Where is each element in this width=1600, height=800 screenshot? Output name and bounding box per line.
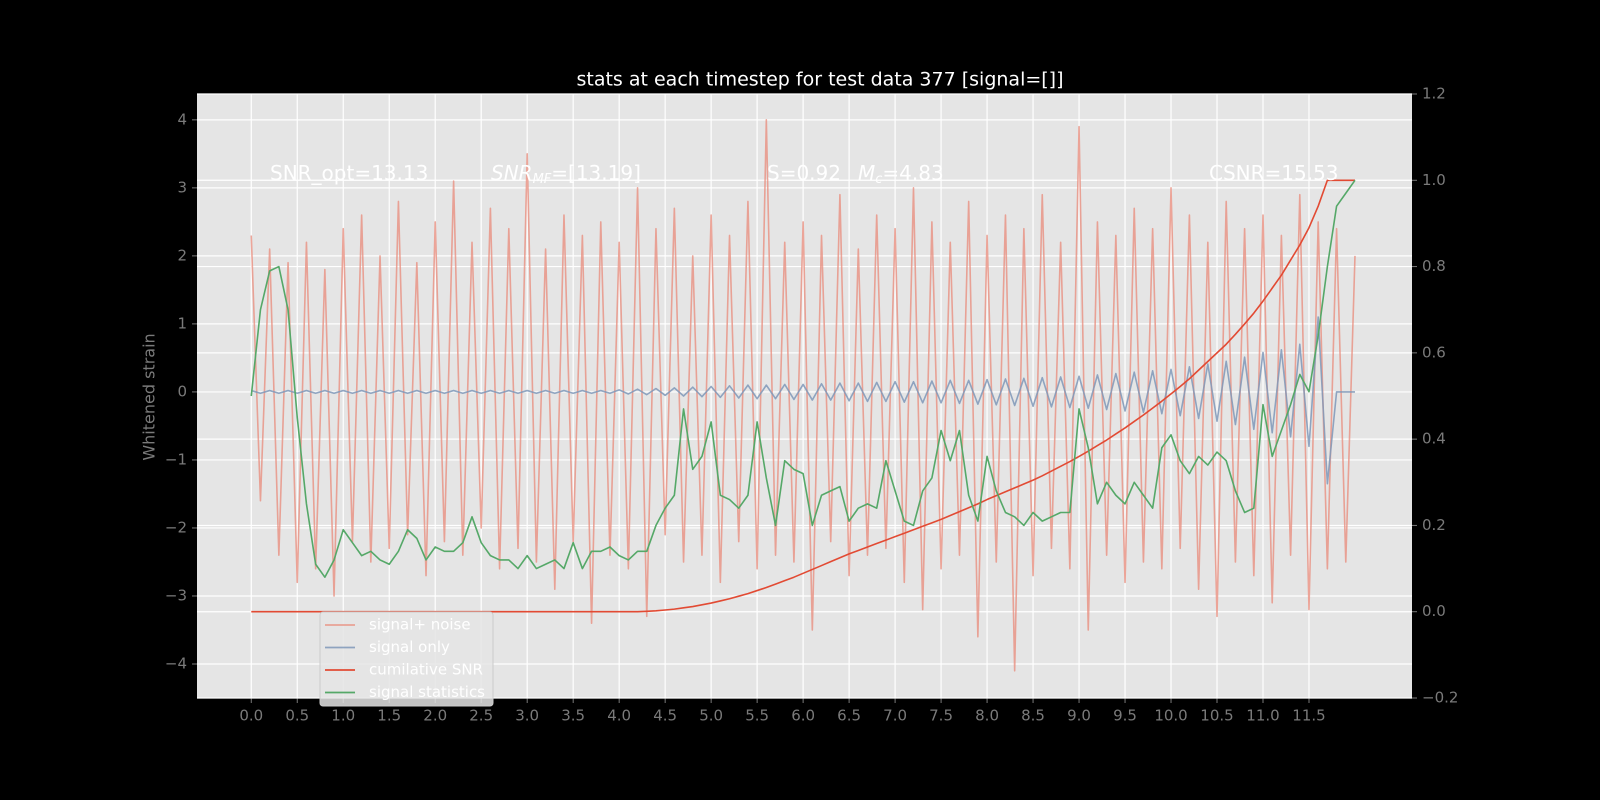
annotation: SNRMF=[13.19] bbox=[491, 161, 641, 187]
x-tick-label: 0.5 bbox=[285, 707, 309, 725]
x-tick-label: 3.0 bbox=[515, 707, 539, 725]
annotation: CSNR=15.53 bbox=[1209, 161, 1339, 185]
y-axis-label: Whitened strain bbox=[140, 333, 159, 460]
x-tick-label: 0.0 bbox=[239, 707, 263, 725]
annotation-text: SNR bbox=[491, 161, 533, 185]
series-line bbox=[250, 179, 1356, 578]
x-tick-label: 4.0 bbox=[607, 707, 631, 725]
y-tick-label: 2 bbox=[177, 246, 187, 264]
series-line bbox=[250, 119, 1356, 672]
x-tick-label: 8.0 bbox=[975, 707, 999, 725]
annotation-text: S=0.92 bbox=[767, 161, 841, 185]
x-tick-label: 7.0 bbox=[883, 707, 907, 725]
legend-box bbox=[319, 611, 494, 707]
y2-tick-label: −0.2 bbox=[1422, 689, 1458, 707]
y2-tick-label: 0.2 bbox=[1422, 516, 1446, 534]
plot-area bbox=[197, 94, 1412, 698]
y-tick-label: −3 bbox=[165, 586, 187, 604]
annotation: S=0.92 bbox=[767, 161, 841, 185]
x-tick-label: 11.5 bbox=[1292, 707, 1325, 725]
annotation: Mc=4.83 bbox=[858, 161, 944, 187]
y-tick-label: −4 bbox=[165, 654, 187, 672]
x-tick-label: 1.0 bbox=[331, 707, 355, 725]
x-tick-label: 8.5 bbox=[1021, 707, 1045, 725]
y-tick-label: −1 bbox=[165, 450, 187, 468]
y-tick-label: −2 bbox=[165, 518, 187, 536]
x-tick-label: 2.5 bbox=[469, 707, 493, 725]
x-tick-label: 7.5 bbox=[929, 707, 953, 725]
x-tick-label: 5.0 bbox=[699, 707, 723, 725]
x-tick-label: 6.0 bbox=[791, 707, 815, 725]
annotation: SNR_opt=13.13 bbox=[270, 161, 428, 185]
y-tick-label: 1 bbox=[177, 314, 187, 332]
x-tick-label: 4.5 bbox=[653, 707, 677, 725]
x-tick-label: 5.5 bbox=[745, 707, 769, 725]
legend-label: cumilative SNR bbox=[369, 661, 483, 679]
y2-tick-label: 0.6 bbox=[1422, 343, 1446, 361]
x-tick-label: 1.5 bbox=[377, 707, 401, 725]
legend-label: signal statistics bbox=[369, 683, 485, 701]
x-tick-label: 10.5 bbox=[1200, 707, 1233, 725]
y2-tick-label: 0.8 bbox=[1422, 257, 1446, 275]
y2-tick-label: 0.4 bbox=[1422, 430, 1446, 448]
legend-label: signal+ noise bbox=[369, 616, 471, 634]
annotation-rest: =4.83 bbox=[882, 161, 943, 185]
annotation-sub: MF bbox=[533, 172, 552, 187]
x-tick-label: 11.0 bbox=[1246, 707, 1279, 725]
y2-tick-label: 1.2 bbox=[1422, 85, 1446, 103]
x-tick-label: 9.0 bbox=[1067, 707, 1091, 725]
y2-tick-label: 0.0 bbox=[1422, 602, 1446, 620]
annotation-rest: =[13.19] bbox=[551, 161, 641, 185]
y-tick-label: 4 bbox=[177, 110, 187, 128]
chart-title: stats at each timestep for test data 377… bbox=[576, 69, 1063, 91]
x-tick-label: 3.5 bbox=[561, 707, 585, 725]
x-tick-label: 2.0 bbox=[423, 707, 447, 725]
annotation-sub: c bbox=[875, 172, 882, 187]
annotation-text: M bbox=[858, 161, 875, 185]
annotation-text: SNR_opt=13.13 bbox=[270, 161, 428, 185]
x-tick-label: 10.0 bbox=[1154, 707, 1187, 725]
annotation-text: CSNR=15.53 bbox=[1209, 161, 1339, 185]
y-tick-label: 3 bbox=[177, 178, 187, 196]
x-tick-label: 9.5 bbox=[1113, 707, 1137, 725]
legend-label: signal only bbox=[369, 638, 450, 656]
y2-tick-label: 1.0 bbox=[1422, 171, 1446, 189]
series-line bbox=[251, 316, 1355, 485]
y-tick-label: 0 bbox=[177, 382, 187, 400]
x-tick-label: 6.5 bbox=[837, 707, 861, 725]
